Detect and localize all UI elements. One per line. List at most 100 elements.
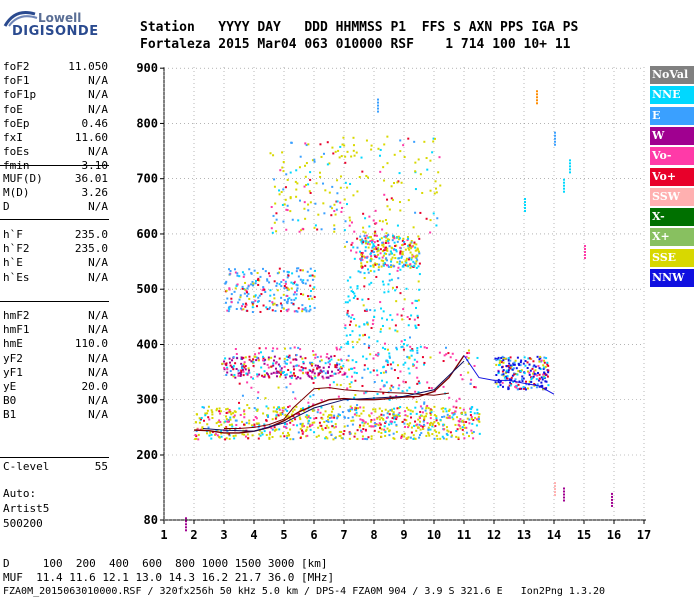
echo-point bbox=[371, 238, 374, 241]
echo-point bbox=[419, 405, 422, 408]
x-tick-label: 12 bbox=[487, 528, 501, 542]
echo-point bbox=[292, 424, 295, 427]
echo-point bbox=[185, 529, 187, 532]
echo-point bbox=[229, 418, 232, 421]
echo-point bbox=[473, 412, 476, 415]
echo-point bbox=[396, 224, 399, 227]
echo-point bbox=[356, 285, 359, 288]
echo-point bbox=[225, 418, 228, 421]
echo-point bbox=[362, 304, 365, 307]
echo-point bbox=[250, 386, 253, 389]
echo-point bbox=[253, 269, 256, 272]
echo-point bbox=[339, 434, 342, 437]
echo-point bbox=[547, 384, 550, 387]
echo-point bbox=[524, 359, 527, 362]
echo-point bbox=[243, 273, 246, 276]
echo-point bbox=[530, 377, 533, 380]
echo-point bbox=[185, 526, 187, 529]
echo-point bbox=[350, 316, 353, 319]
echo-point bbox=[390, 367, 393, 370]
echo-point bbox=[392, 413, 395, 416]
echo-point bbox=[308, 368, 311, 371]
echo-point bbox=[309, 424, 312, 427]
echo-point bbox=[275, 375, 278, 378]
echo-point bbox=[305, 428, 308, 431]
echo-point bbox=[406, 389, 409, 392]
echo-point bbox=[369, 420, 372, 423]
echo-point bbox=[255, 422, 258, 425]
echo-point bbox=[534, 369, 537, 372]
echo-point bbox=[301, 304, 304, 307]
param-md: M(D) 3.26 bbox=[3, 186, 108, 200]
echo-point bbox=[354, 324, 357, 327]
echo-point bbox=[302, 293, 305, 296]
echo-point bbox=[533, 384, 536, 387]
echo-point bbox=[399, 139, 402, 142]
echo-point bbox=[382, 283, 385, 286]
echo-point bbox=[346, 340, 349, 343]
param-fof2: foF2 11.050 bbox=[3, 60, 108, 74]
echo-point bbox=[273, 185, 276, 188]
echo-point bbox=[353, 230, 356, 233]
param-value: N/A bbox=[88, 88, 108, 102]
echo-point bbox=[364, 231, 367, 234]
echo-point bbox=[533, 374, 536, 377]
echo-point bbox=[289, 210, 292, 213]
echo-point bbox=[405, 287, 408, 290]
echo-point bbox=[248, 355, 251, 358]
echo-point bbox=[544, 372, 547, 375]
echo-point bbox=[244, 281, 247, 284]
echo-point bbox=[389, 389, 392, 392]
echo-point bbox=[390, 278, 393, 281]
echo-point bbox=[360, 267, 363, 270]
echo-point bbox=[215, 409, 218, 412]
param-label: D bbox=[3, 200, 10, 214]
echo-point bbox=[244, 302, 247, 305]
echo-point bbox=[377, 430, 380, 433]
echo-point bbox=[383, 235, 386, 238]
echo-point bbox=[342, 364, 345, 367]
echo-point bbox=[354, 406, 357, 409]
echo-point bbox=[364, 217, 367, 220]
echo-point bbox=[283, 435, 286, 438]
param-label: yF1 bbox=[3, 365, 23, 379]
echo-point bbox=[494, 381, 497, 384]
echo-point bbox=[246, 433, 249, 436]
echo-point bbox=[248, 297, 251, 300]
echo-point bbox=[464, 411, 467, 414]
echo-point bbox=[423, 423, 426, 426]
echo-point bbox=[442, 437, 445, 440]
echo-point bbox=[282, 220, 285, 223]
echo-point bbox=[247, 292, 250, 295]
echo-point bbox=[468, 422, 471, 425]
echo-point bbox=[359, 259, 362, 262]
echo-point bbox=[281, 166, 284, 169]
echo-point bbox=[429, 231, 432, 234]
echo-point bbox=[251, 311, 254, 314]
echo-point bbox=[320, 228, 323, 231]
echo-point bbox=[358, 334, 361, 337]
echo-point bbox=[286, 178, 289, 181]
echo-point bbox=[286, 358, 289, 361]
echo-point bbox=[398, 172, 401, 175]
echo-point bbox=[545, 387, 548, 390]
echo-point bbox=[336, 179, 339, 182]
echo-point bbox=[412, 226, 415, 229]
echo-point bbox=[368, 344, 371, 347]
echo-point bbox=[396, 181, 399, 184]
echo-point bbox=[366, 242, 369, 245]
echo-point bbox=[299, 269, 302, 272]
echo-point bbox=[349, 333, 352, 336]
echo-point bbox=[443, 415, 446, 418]
y-tick-label: 800 bbox=[136, 116, 158, 130]
echo-point bbox=[362, 239, 365, 242]
echo-point bbox=[446, 429, 449, 432]
echo-point bbox=[362, 424, 365, 427]
echo-point bbox=[294, 397, 297, 400]
echo-point bbox=[208, 434, 211, 437]
echo-point bbox=[474, 386, 477, 389]
echo-point bbox=[221, 362, 224, 365]
echo-point bbox=[367, 271, 370, 274]
echo-point bbox=[344, 324, 347, 327]
echo-point bbox=[402, 144, 405, 147]
